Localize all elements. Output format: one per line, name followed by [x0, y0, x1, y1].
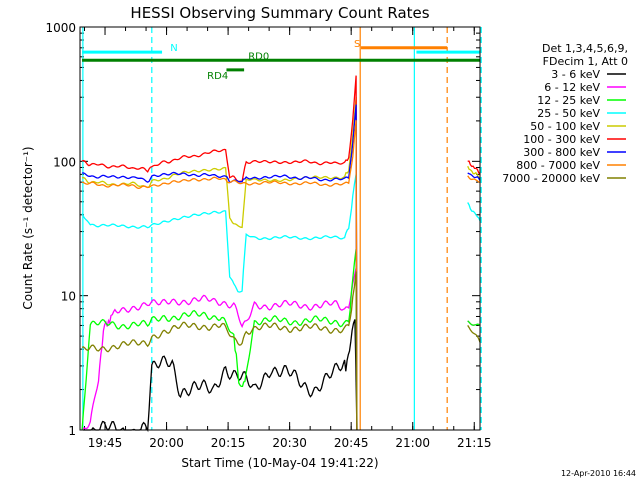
legend-entry-label: 800 - 7000 keV — [516, 159, 600, 172]
chart-title: HESSI Observing Summary Count Rates — [130, 4, 429, 22]
legend-entry-label: 6 - 12 keV — [544, 81, 600, 94]
series-line — [81, 319, 358, 433]
series-line-late — [467, 160, 481, 175]
flag-label: N — [170, 43, 177, 54]
series-line — [81, 271, 358, 431]
series-line — [81, 96, 358, 431]
legend-entry-label: 3 - 6 keV — [551, 68, 600, 81]
series-line-late — [467, 172, 481, 181]
x-tick-label: 20:30 — [272, 436, 307, 450]
legend-entry-label: 12 - 25 keV — [537, 94, 600, 107]
flag-label: RD0 — [248, 51, 269, 62]
series-line-late — [467, 325, 481, 343]
x-tick-label: 21:15 — [457, 436, 492, 450]
x-tick-label: 20:15 — [211, 436, 246, 450]
y-tick-label: 10 — [61, 290, 76, 304]
plot-frame — [79, 26, 481, 431]
legend-entry-label: 100 - 300 keV — [523, 133, 600, 146]
flag-label: RD4 — [207, 71, 228, 82]
y-tick-label: 1000 — [45, 21, 76, 35]
x-axis-label: Start Time (10-May-04 19:41:22) — [181, 456, 378, 470]
series-line — [81, 248, 358, 431]
legend-entry-label: 300 - 800 keV — [523, 146, 600, 159]
series-line — [81, 267, 358, 431]
legend-header: Det 1,3,4,5,6,9, — [542, 42, 628, 55]
x-tick-label: 19:45 — [88, 436, 123, 450]
footer-timestamp: 12-Apr-2010 16:44 — [561, 469, 636, 478]
series-line — [81, 120, 358, 431]
y-tick-label: 1 — [68, 424, 76, 438]
y-tick-label: 100 — [53, 155, 76, 169]
legend: Det 1,3,4,5,6,9,FDecim 1, Att 03 - 6 keV… — [502, 42, 628, 185]
series-line-late — [467, 202, 481, 222]
series-line — [82, 104, 358, 431]
legend-entry-label: 25 - 50 keV — [537, 107, 600, 120]
legend-header: FDecim 1, Att 0 — [543, 55, 628, 68]
y-axis-label: Count Rate (s⁻¹ detector⁻¹) — [21, 146, 35, 309]
series-line — [81, 75, 358, 431]
x-tick-label: 20:00 — [149, 436, 184, 450]
plot-area: 1 10 100 1000 19:45 20:00 20:15 20:30 20:45 21:00… — [45, 21, 491, 450]
legend-entry-label: 50 - 100 keV — [530, 120, 600, 133]
x-tick-label: 21:00 — [395, 436, 430, 450]
series-line-late — [467, 165, 481, 179]
series-line — [81, 174, 358, 431]
flag-label: S — [354, 39, 360, 50]
x-tick-label: 20:45 — [334, 436, 369, 450]
series-line-late — [467, 320, 481, 327]
legend-entry-label: 7000 - 20000 keV — [502, 172, 600, 185]
series-line-late — [467, 175, 481, 183]
